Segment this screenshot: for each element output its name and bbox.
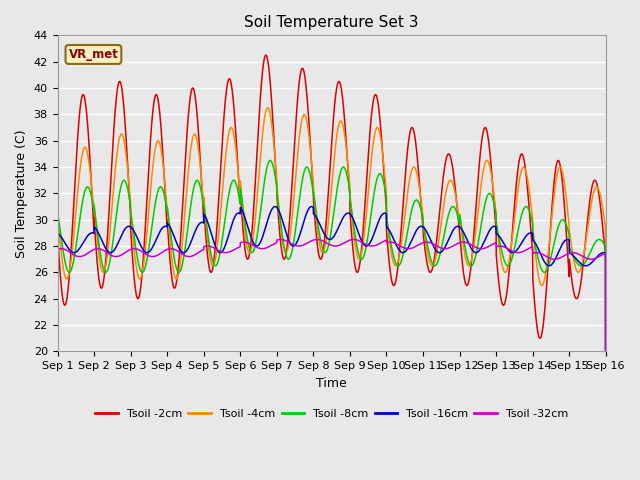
Tsoil -4cm bbox=[264, 105, 271, 111]
Tsoil -32cm bbox=[288, 241, 296, 247]
Tsoil -4cm bbox=[116, 133, 124, 139]
Tsoil -2cm bbox=[54, 229, 61, 235]
Tsoil -2cm bbox=[148, 111, 156, 117]
Tsoil -32cm bbox=[264, 244, 271, 250]
Tsoil -32cm bbox=[148, 254, 156, 260]
Tsoil -16cm bbox=[591, 256, 599, 262]
Tsoil -16cm bbox=[271, 204, 279, 209]
Tsoil -8cm bbox=[288, 250, 296, 255]
Tsoil -32cm bbox=[591, 255, 599, 261]
Tsoil -8cm bbox=[591, 240, 599, 245]
Tsoil -2cm bbox=[116, 79, 124, 84]
Tsoil -32cm bbox=[54, 247, 61, 252]
Tsoil -8cm bbox=[264, 162, 271, 168]
Y-axis label: Soil Temperature (C): Soil Temperature (C) bbox=[15, 129, 28, 258]
Title: Soil Temperature Set 3: Soil Temperature Set 3 bbox=[244, 15, 419, 30]
Text: VR_met: VR_met bbox=[68, 48, 118, 61]
Line: Tsoil -8cm: Tsoil -8cm bbox=[58, 160, 605, 480]
Line: Tsoil -4cm: Tsoil -4cm bbox=[58, 108, 605, 480]
Tsoil -8cm bbox=[532, 247, 540, 253]
Tsoil -16cm bbox=[532, 241, 540, 247]
Tsoil -4cm bbox=[591, 185, 599, 191]
Tsoil -2cm bbox=[262, 52, 270, 58]
Legend: Tsoil -2cm, Tsoil -4cm, Tsoil -8cm, Tsoil -16cm, Tsoil -32cm: Tsoil -2cm, Tsoil -4cm, Tsoil -8cm, Tsoi… bbox=[91, 404, 572, 423]
Tsoil -4cm bbox=[54, 210, 61, 216]
Line: Tsoil -32cm: Tsoil -32cm bbox=[58, 240, 605, 480]
Line: Tsoil -16cm: Tsoil -16cm bbox=[58, 206, 605, 480]
Tsoil -8cm bbox=[266, 157, 274, 163]
Tsoil -32cm bbox=[116, 253, 124, 259]
Tsoil -2cm bbox=[591, 178, 599, 183]
Tsoil -2cm bbox=[288, 186, 296, 192]
Tsoil -16cm bbox=[116, 236, 124, 241]
Tsoil -8cm bbox=[54, 208, 61, 214]
Tsoil -32cm bbox=[532, 250, 540, 255]
Tsoil -16cm bbox=[264, 217, 271, 223]
Tsoil -2cm bbox=[532, 316, 540, 322]
X-axis label: Time: Time bbox=[316, 377, 347, 390]
Tsoil -4cm bbox=[264, 105, 272, 111]
Tsoil -2cm bbox=[264, 59, 272, 64]
Tsoil -16cm bbox=[148, 244, 156, 250]
Tsoil -8cm bbox=[116, 188, 124, 193]
Tsoil -16cm bbox=[288, 242, 296, 248]
Tsoil -32cm bbox=[276, 237, 284, 242]
Tsoil -8cm bbox=[148, 218, 156, 224]
Line: Tsoil -2cm: Tsoil -2cm bbox=[58, 55, 605, 480]
Tsoil -4cm bbox=[532, 256, 540, 262]
Tsoil -16cm bbox=[54, 230, 61, 236]
Tsoil -4cm bbox=[288, 219, 296, 225]
Tsoil -4cm bbox=[148, 166, 156, 172]
